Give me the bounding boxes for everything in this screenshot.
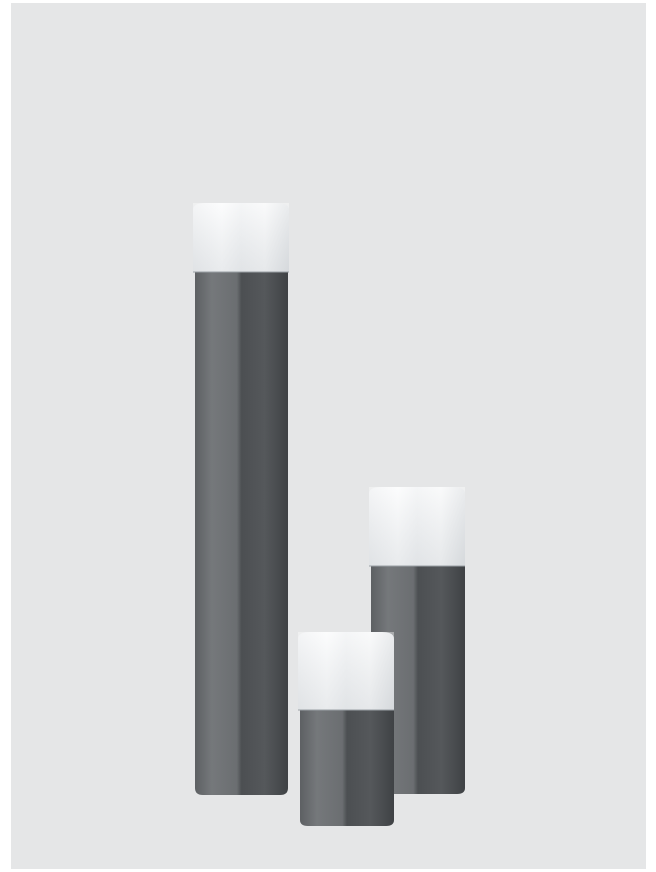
medium-bollard-body (371, 566, 465, 794)
short-bollard (298, 632, 394, 826)
tall-bollard (193, 203, 289, 795)
short-bollard-body (300, 710, 394, 826)
tall-bollard-body (195, 272, 288, 795)
medium-bollard (369, 487, 465, 794)
